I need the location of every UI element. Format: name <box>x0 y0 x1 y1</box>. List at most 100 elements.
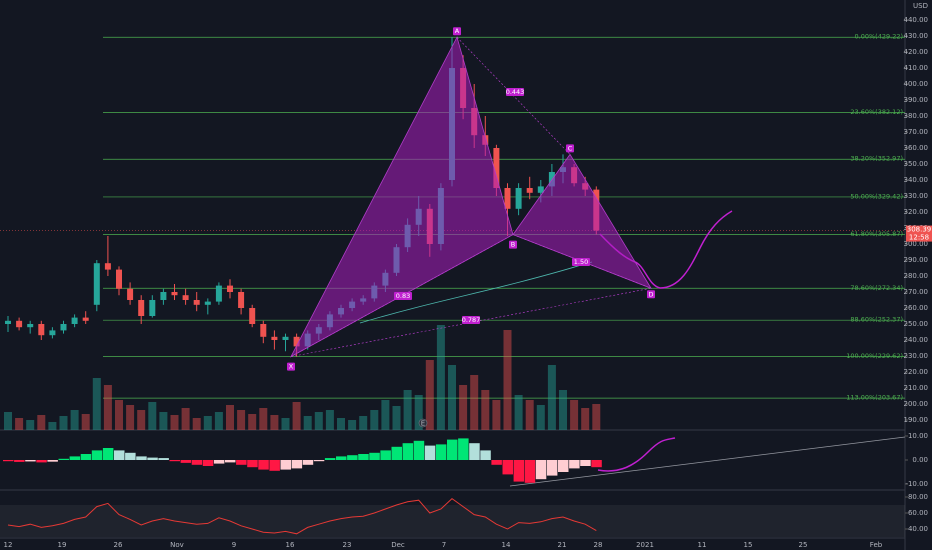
macd-bar <box>236 460 247 465</box>
x-tick-label: 12 <box>4 541 13 549</box>
candle-body <box>149 300 156 316</box>
macd-bar <box>324 458 336 460</box>
macd-bar <box>302 460 314 465</box>
macd-bar <box>336 456 347 460</box>
macd-bar <box>169 460 180 462</box>
volume-bar <box>570 400 579 430</box>
candle-body <box>5 320 11 324</box>
macd-bar <box>424 445 436 460</box>
volume-bar <box>337 418 345 430</box>
candle-body <box>93 263 100 305</box>
volume-bar <box>92 378 101 430</box>
candle-body <box>16 320 23 328</box>
x-tick-label: Feb <box>870 541 883 549</box>
rsi-band <box>0 505 905 537</box>
macd-bar <box>213 460 225 464</box>
pattern-point-box <box>509 240 517 249</box>
macd-tick-label: -10.00 <box>905 480 928 488</box>
pattern-point-box <box>287 362 295 371</box>
x-tick-label: 23 <box>343 541 352 549</box>
volume-bar <box>237 410 246 430</box>
macd-bar <box>591 460 602 468</box>
candle-body <box>27 324 34 328</box>
volume-bar <box>214 412 223 430</box>
volume-bar <box>581 408 590 430</box>
volume-bar <box>37 415 46 430</box>
macd-projection <box>597 437 676 472</box>
pattern-point-box <box>453 27 461 36</box>
x-tick-label: Dec <box>391 541 405 549</box>
volume-bar <box>436 325 445 430</box>
macd-bar <box>469 443 480 460</box>
candle-body <box>215 285 222 302</box>
macd-bar <box>391 446 402 460</box>
macd-bar <box>247 460 258 468</box>
fib-label: 23.60%(382.12) <box>850 108 903 116</box>
macd-bar <box>202 460 214 466</box>
y-tick-label: 210.00 <box>904 384 929 392</box>
volume-bar <box>503 330 512 430</box>
candle-body <box>138 300 145 316</box>
x-tick-label: 14 <box>502 541 511 549</box>
countdown: 12:58 <box>909 234 929 242</box>
fib-label: 0.00%(429.22) <box>855 33 903 41</box>
ratio-box <box>462 316 480 324</box>
volume-bar <box>26 420 35 430</box>
macd-bar <box>546 460 558 476</box>
pattern-dotted <box>290 287 652 357</box>
x-tick-label: 15 <box>744 541 753 549</box>
candle-body <box>249 308 256 324</box>
volume-bar <box>370 410 379 430</box>
macd-bar <box>114 450 125 460</box>
macd-bar <box>491 460 502 465</box>
y-tick-label: 280.00 <box>904 272 929 280</box>
y-tick-label: 330.00 <box>904 192 929 200</box>
macd-bar <box>380 450 391 460</box>
x-tick-label: 25 <box>799 541 808 549</box>
candle-body <box>116 269 122 289</box>
y-tick-label: 340.00 <box>904 176 929 184</box>
y-tick-label: 290.00 <box>904 256 929 264</box>
candle-body <box>227 285 233 292</box>
macd-bar <box>313 460 325 462</box>
y-tick-label: 360.00 <box>904 144 929 152</box>
macd-bar <box>269 460 280 471</box>
y-tick-label: 370.00 <box>904 128 929 136</box>
candle-body <box>127 288 134 300</box>
x-tick-label: 19 <box>58 541 67 549</box>
macd-bar <box>524 460 536 483</box>
macd-bar <box>225 460 236 463</box>
macd-bar <box>580 460 591 466</box>
volume-bar <box>248 414 257 430</box>
volume-bar <box>359 416 368 430</box>
volume-bar <box>592 404 601 430</box>
volume-bar <box>314 412 323 430</box>
macd-bar <box>402 443 414 460</box>
ratio-box <box>394 292 412 300</box>
macd-bar <box>358 454 369 460</box>
y-tick-label: 220.00 <box>904 368 929 376</box>
ratio-box <box>506 88 524 96</box>
ratio-label: 0.443 <box>506 88 525 96</box>
rsi-tick-label: 60.00 <box>908 509 928 517</box>
ratio-label: 1.50 <box>574 258 588 266</box>
macd-bar <box>80 454 92 460</box>
x-tick-label: 21 <box>558 541 567 549</box>
macd-bar <box>435 444 447 460</box>
macd-bar <box>158 458 169 460</box>
volume-bar <box>292 402 301 430</box>
x-tick-label: 7 <box>442 541 446 549</box>
pattern-point-label: C <box>568 144 573 152</box>
macd-bar <box>447 439 458 460</box>
macd-bar <box>69 456 81 460</box>
volume-bar <box>514 395 523 430</box>
fib-label: 61.80%(305.87) <box>850 230 903 238</box>
macd-bar <box>347 455 358 460</box>
volume-bar <box>126 405 135 430</box>
volume-bar <box>170 415 179 430</box>
macd-bar <box>413 440 425 460</box>
x-tick-label: 28 <box>594 541 603 549</box>
x-tick-label: 9 <box>232 541 236 549</box>
earnings-icon <box>418 418 428 428</box>
